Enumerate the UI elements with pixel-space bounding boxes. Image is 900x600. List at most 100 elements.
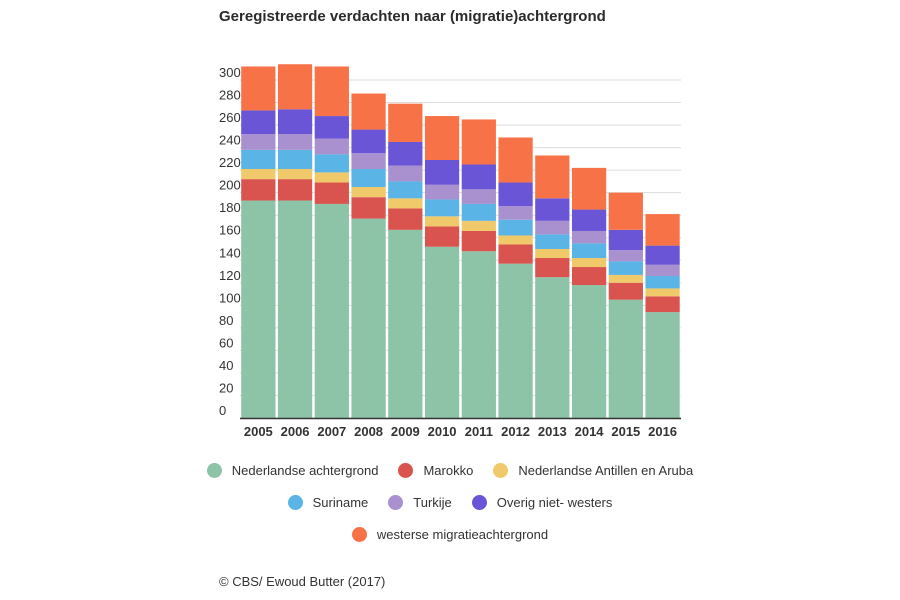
bar-segment[interactable]: [461, 164, 496, 190]
bar-segment[interactable]: [351, 218, 386, 418]
bar-segment[interactable]: [314, 138, 349, 155]
bar-segment[interactable]: [241, 179, 276, 201]
bar-segment[interactable]: [424, 246, 460, 418]
bar-segment[interactable]: [241, 200, 276, 418]
bar-segment[interactable]: [608, 261, 643, 275]
bar-segment[interactable]: [461, 203, 496, 221]
bar-segment[interactable]: [351, 169, 386, 188]
legend-swatch: [398, 463, 414, 478]
legend-item-nederlandse-achtergrond[interactable]: Nederlandse achtergrond: [206, 463, 378, 478]
bar-segment[interactable]: [498, 137, 533, 183]
bar-segment[interactable]: [571, 209, 607, 231]
bar-segment[interactable]: [277, 134, 313, 150]
bar-segment[interactable]: [277, 179, 313, 201]
gridlines: [240, 79, 681, 419]
bar-segment[interactable]: [388, 181, 423, 199]
bar-segment[interactable]: [608, 192, 643, 230]
bar-segment[interactable]: [498, 244, 533, 264]
bar-segment[interactable]: [535, 258, 570, 278]
legend-item-antillen-aruba[interactable]: Nederlandse Antillen en Aruba: [493, 463, 693, 478]
bar-segment[interactable]: [645, 296, 680, 313]
bar-segment[interactable]: [498, 182, 533, 207]
bar-segment[interactable]: [608, 299, 643, 418]
bar-segment[interactable]: [535, 234, 570, 249]
bar-segment[interactable]: [277, 64, 313, 110]
bar-segment[interactable]: [277, 169, 313, 180]
legend-item-overig-niet-westers[interactable]: Overig niet- westers: [471, 495, 612, 510]
bar-segment[interactable]: [388, 103, 423, 142]
bar-segment[interactable]: [351, 93, 386, 130]
bar-segment[interactable]: [424, 226, 460, 247]
bar-segment[interactable]: [535, 155, 570, 199]
legend-item-turkije[interactable]: Turkije: [388, 495, 452, 510]
legend-item-westerse-migratieachtergrond[interactable]: westerse migratieachtergrond: [351, 527, 548, 542]
bar-segment[interactable]: [241, 110, 276, 135]
y-tick-label: 260: [219, 110, 241, 125]
bar-segment[interactable]: [314, 116, 349, 139]
bar-segment[interactable]: [645, 276, 680, 289]
bar-segment[interactable]: [645, 214, 680, 246]
bar-segment[interactable]: [645, 288, 680, 297]
bar-segment[interactable]: [351, 153, 386, 170]
bar-segment[interactable]: [461, 251, 496, 418]
bar-segment[interactable]: [608, 282, 643, 300]
bar-segment[interactable]: [314, 66, 349, 117]
bar-segment[interactable]: [241, 66, 276, 111]
bar-segment[interactable]: [535, 277, 570, 418]
bar-segment[interactable]: [424, 159, 460, 185]
bar-segment[interactable]: [498, 219, 533, 236]
bar-segment[interactable]: [388, 229, 423, 418]
bar-segment[interactable]: [645, 245, 680, 265]
bar-segment[interactable]: [314, 203, 349, 418]
bar-segment[interactable]: [388, 141, 423, 166]
legend-item-marokko[interactable]: Marokko: [398, 463, 473, 478]
bar-segment[interactable]: [498, 235, 533, 245]
bar-segment[interactable]: [351, 129, 386, 154]
bar-segment[interactable]: [277, 109, 313, 135]
bar-segment[interactable]: [498, 263, 533, 418]
bar-segment[interactable]: [461, 230, 496, 252]
bar-segment[interactable]: [498, 206, 533, 220]
bar-segment[interactable]: [424, 199, 460, 217]
bar-segment[interactable]: [608, 229, 643, 251]
bar-segment[interactable]: [277, 200, 313, 418]
bar-segment[interactable]: [351, 197, 386, 219]
bar-segment[interactable]: [314, 154, 349, 173]
bar-segment[interactable]: [388, 208, 423, 230]
bar-segment[interactable]: [388, 198, 423, 209]
bar-segment[interactable]: [241, 134, 276, 150]
bar-segment[interactable]: [424, 216, 460, 227]
bar-segment[interactable]: [461, 220, 496, 231]
bar-segment[interactable]: [571, 167, 607, 210]
legend-swatch: [206, 463, 222, 478]
bar-segment[interactable]: [277, 149, 313, 170]
legend-item-suriname[interactable]: Suriname: [287, 495, 368, 510]
bar-segment[interactable]: [314, 182, 349, 204]
chart-title: Geregistreerde verdachten naar (migratie…: [219, 8, 606, 25]
bar-segment[interactable]: [608, 274, 643, 283]
bar-segment[interactable]: [424, 184, 460, 200]
bar-segment[interactable]: [645, 312, 680, 418]
bar-segment[interactable]: [461, 119, 496, 165]
bar-segment[interactable]: [571, 285, 607, 418]
bar-segment[interactable]: [608, 250, 643, 262]
x-tick-label: 2009: [391, 424, 420, 439]
y-tick-label: 240: [219, 133, 241, 148]
bar-segment[interactable]: [424, 116, 460, 160]
bar-segment[interactable]: [241, 169, 276, 180]
bar-segment[interactable]: [571, 258, 607, 268]
bar-segment[interactable]: [571, 230, 607, 244]
bar-segment[interactable]: [314, 172, 349, 183]
bar-segment[interactable]: [535, 198, 570, 221]
bar-segment[interactable]: [461, 189, 496, 204]
bar-segment[interactable]: [351, 187, 386, 198]
bar-segment[interactable]: [645, 264, 680, 277]
bar-segment[interactable]: [535, 220, 570, 235]
bar-segment[interactable]: [571, 243, 607, 259]
bar-segment[interactable]: [388, 165, 423, 182]
y-tick-label: 100: [219, 290, 241, 305]
bar-segment[interactable]: [571, 267, 607, 286]
bar-segment[interactable]: [241, 149, 276, 170]
bar-segment[interactable]: [535, 249, 570, 259]
y-tick-label: 160: [219, 223, 241, 238]
